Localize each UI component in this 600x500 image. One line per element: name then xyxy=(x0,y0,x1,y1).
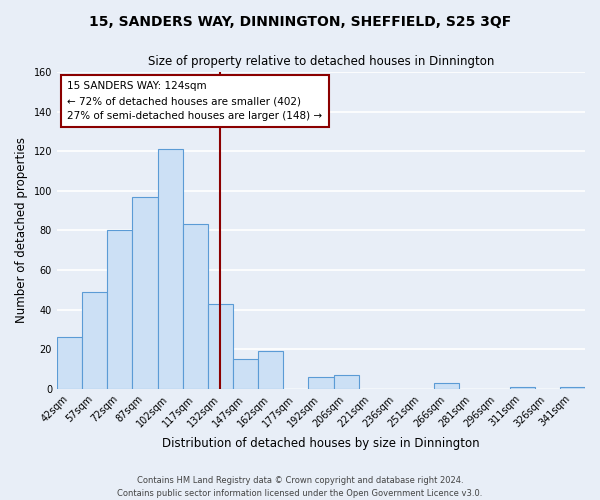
Bar xyxy=(208,304,233,389)
Title: Size of property relative to detached houses in Dinnington: Size of property relative to detached ho… xyxy=(148,55,494,68)
Bar xyxy=(182,224,208,389)
Bar xyxy=(133,196,158,389)
Bar xyxy=(233,359,258,389)
Bar xyxy=(560,387,585,389)
Text: Contains HM Land Registry data © Crown copyright and database right 2024.
Contai: Contains HM Land Registry data © Crown c… xyxy=(118,476,482,498)
Text: 15, SANDERS WAY, DINNINGTON, SHEFFIELD, S25 3QF: 15, SANDERS WAY, DINNINGTON, SHEFFIELD, … xyxy=(89,15,511,29)
Bar xyxy=(334,375,359,389)
Bar xyxy=(509,387,535,389)
Bar xyxy=(308,377,334,389)
Text: 15 SANDERS WAY: 124sqm
← 72% of detached houses are smaller (402)
27% of semi-de: 15 SANDERS WAY: 124sqm ← 72% of detached… xyxy=(67,82,323,121)
Bar xyxy=(434,383,459,389)
Bar xyxy=(107,230,133,389)
Bar xyxy=(82,292,107,389)
Bar xyxy=(258,352,283,389)
Y-axis label: Number of detached properties: Number of detached properties xyxy=(15,138,28,324)
Bar xyxy=(158,149,182,389)
X-axis label: Distribution of detached houses by size in Dinnington: Distribution of detached houses by size … xyxy=(162,437,480,450)
Bar xyxy=(57,338,82,389)
